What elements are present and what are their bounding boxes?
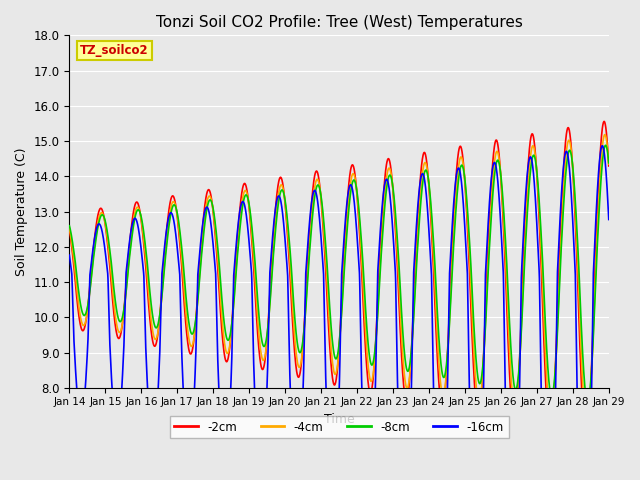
-16cm (314, 197, 321, 203)
-16cm (490, 160, 498, 166)
-8cm (589, 338, 597, 344)
Text: TZ_soilco2: TZ_soilco2 (80, 44, 149, 57)
Line: -16cm: -16cm (69, 146, 609, 480)
Y-axis label: Soil Temperature (C): Soil Temperature (C) (15, 147, 28, 276)
-4cm (605, 161, 612, 167)
-16cm (589, 285, 597, 291)
Line: -2cm: -2cm (69, 121, 609, 439)
-8cm (93, 230, 100, 236)
-2cm (582, 436, 590, 442)
-2cm (93, 217, 100, 223)
-8cm (328, 330, 335, 336)
Line: -4cm: -4cm (69, 134, 609, 423)
-4cm (314, 177, 321, 182)
Title: Tonzi Soil CO2 Profile: Tree (West) Temperatures: Tonzi Soil CO2 Profile: Tree (West) Temp… (156, 15, 522, 30)
-8cm (65, 223, 73, 228)
-4cm (589, 327, 597, 333)
-2cm (605, 163, 612, 169)
-4cm (589, 335, 597, 340)
-4cm (93, 226, 100, 231)
-16cm (598, 143, 606, 149)
Legend: -2cm, -4cm, -8cm, -16cm: -2cm, -4cm, -8cm, -16cm (170, 416, 509, 438)
-8cm (589, 333, 597, 338)
-16cm (589, 270, 597, 276)
-4cm (328, 351, 335, 357)
Line: -8cm: -8cm (69, 145, 609, 402)
-16cm (65, 252, 73, 258)
-2cm (589, 322, 597, 327)
-2cm (314, 169, 321, 175)
-8cm (490, 177, 498, 182)
-4cm (601, 132, 609, 137)
-2cm (65, 227, 73, 232)
X-axis label: Time: Time (324, 413, 355, 426)
-4cm (583, 420, 591, 426)
-2cm (328, 368, 335, 374)
-16cm (93, 224, 100, 230)
-8cm (602, 143, 609, 148)
-8cm (605, 160, 612, 166)
-2cm (589, 313, 597, 319)
-4cm (490, 163, 498, 168)
-2cm (600, 119, 608, 124)
-4cm (65, 226, 73, 231)
-8cm (314, 182, 321, 188)
-2cm (490, 146, 498, 152)
-8cm (584, 399, 591, 405)
-16cm (605, 216, 612, 222)
